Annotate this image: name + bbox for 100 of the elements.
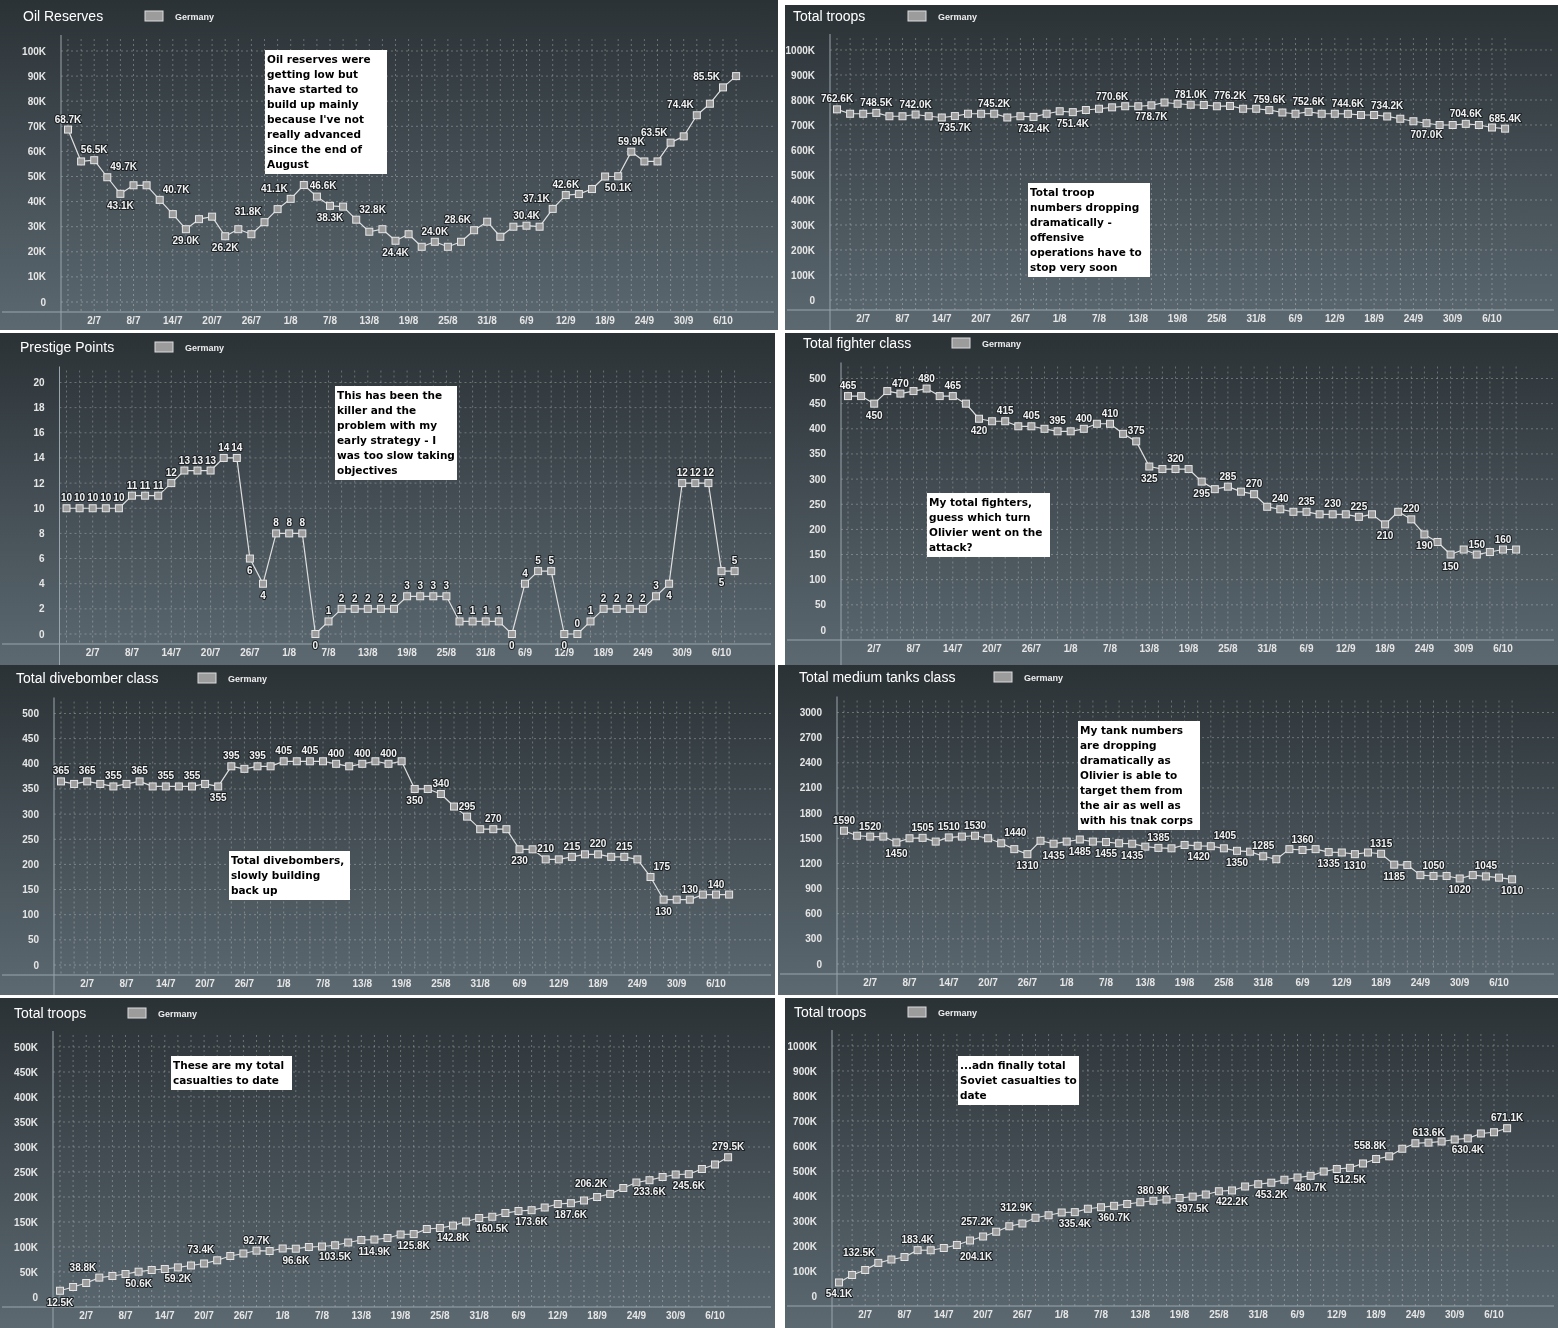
point	[964, 109, 972, 118]
x-tick-label: 14/7	[939, 977, 959, 988]
annotation: Oil reserves were getting low but have started to build up mainly because I've not really advanced since the end of August	[267, 53, 371, 170]
point	[581, 850, 589, 859]
point	[1459, 545, 1468, 554]
point	[1435, 121, 1444, 129]
y-tick-label: 400	[22, 758, 40, 770]
data-label: 752.6K	[1292, 95, 1326, 107]
y-tick-label: 300	[809, 473, 827, 485]
data-label: 96.6K	[282, 1254, 310, 1266]
data-label: 1530	[963, 819, 987, 831]
point	[502, 825, 511, 834]
data-label: 1	[456, 605, 463, 617]
point	[948, 392, 957, 401]
data-label: 130	[655, 905, 673, 917]
point	[1223, 482, 1232, 491]
chart-title: Total medium tanks class	[799, 669, 956, 685]
point	[291, 1244, 300, 1253]
data-label: 320	[1167, 453, 1185, 465]
y-tick-label: 2100	[799, 782, 823, 794]
point	[114, 504, 123, 513]
point	[195, 215, 203, 224]
point	[573, 630, 582, 638]
point	[259, 579, 267, 588]
point	[567, 852, 576, 861]
data-label: 360.7K	[1097, 1211, 1131, 1223]
x-tick-label: 24/9	[634, 315, 655, 326]
point	[1368, 510, 1376, 519]
y-tick-label: 0	[33, 959, 40, 971]
x-tick-label: 6/10	[1482, 313, 1503, 324]
point	[697, 1165, 706, 1173]
point	[1385, 1152, 1394, 1161]
point	[1132, 437, 1141, 446]
data-label: 2	[351, 592, 358, 604]
x-tick-label: 2/7	[87, 315, 102, 326]
x-tick-label: 1/8	[1063, 643, 1079, 654]
data-label: 13	[205, 454, 217, 466]
data-label: 29.0K	[172, 235, 201, 247]
point	[376, 604, 385, 613]
point	[698, 890, 707, 899]
data-label: 59.9K	[617, 135, 646, 147]
point	[1280, 1175, 1289, 1184]
data-label: 1	[469, 605, 476, 617]
data-label: 1350	[1225, 856, 1249, 868]
point	[1128, 839, 1137, 848]
point	[724, 1153, 733, 1162]
point	[108, 1272, 117, 1280]
point	[1149, 1196, 1158, 1205]
x-tick-label: 1/8	[1052, 313, 1068, 324]
annotation: Total troop numbers dropping dramatically - offensive operations have to stop very soon	[1030, 186, 1142, 273]
point	[64, 125, 72, 134]
x-tick-label: 14/7	[943, 643, 963, 654]
point	[1424, 1138, 1433, 1147]
point	[298, 529, 307, 538]
annotation: My total fighters, guess which turn Olivier went on the attack?	[929, 496, 1043, 553]
point	[679, 132, 688, 141]
y-tick-label: 400K	[793, 1190, 818, 1202]
y-tick-label: 3000	[799, 707, 823, 718]
x-tick-label: 18/9	[595, 315, 616, 326]
point	[180, 466, 189, 475]
x-tick-label: 31/8	[1248, 1309, 1269, 1320]
point	[717, 567, 726, 576]
point	[70, 779, 79, 788]
point	[75, 504, 84, 513]
point	[944, 833, 953, 842]
point	[1092, 419, 1101, 428]
x-tick-label: 20/7	[194, 1310, 215, 1321]
point	[299, 181, 308, 190]
x-tick-label: 30/9	[666, 978, 687, 989]
point	[1219, 844, 1228, 853]
x-tick-label: 14/7	[155, 1310, 175, 1321]
data-label: 1310	[1343, 860, 1367, 872]
point	[1186, 100, 1195, 109]
data-label: 340	[432, 777, 450, 789]
y-tick-label: 10K	[27, 271, 47, 283]
point	[90, 156, 99, 165]
point	[547, 567, 556, 576]
point	[141, 491, 150, 500]
point	[292, 757, 301, 766]
data-label: 56.5K	[80, 144, 109, 156]
point	[659, 895, 668, 904]
data-label: 12	[676, 467, 689, 479]
point	[1171, 465, 1180, 474]
data-label: 92.7K	[243, 1234, 271, 1246]
point	[476, 825, 485, 834]
point	[181, 225, 190, 234]
data-label: 365	[131, 765, 149, 777]
point	[691, 479, 700, 488]
point	[1324, 848, 1333, 857]
x-tick-label: 1/8	[1059, 977, 1075, 988]
point	[835, 1278, 843, 1287]
y-tick-label: 2	[38, 603, 45, 615]
x-tick-label: 31/8	[1257, 643, 1278, 654]
x-tick-label: 12/9	[1327, 1309, 1347, 1320]
chart-title: Total troops	[14, 1005, 87, 1021]
data-label: 12	[689, 467, 702, 479]
data-label: 415	[996, 405, 1014, 417]
data-label: 480	[918, 372, 936, 384]
data-label: 685.4K	[1488, 112, 1522, 124]
x-tick-label: 13/8	[352, 978, 373, 989]
